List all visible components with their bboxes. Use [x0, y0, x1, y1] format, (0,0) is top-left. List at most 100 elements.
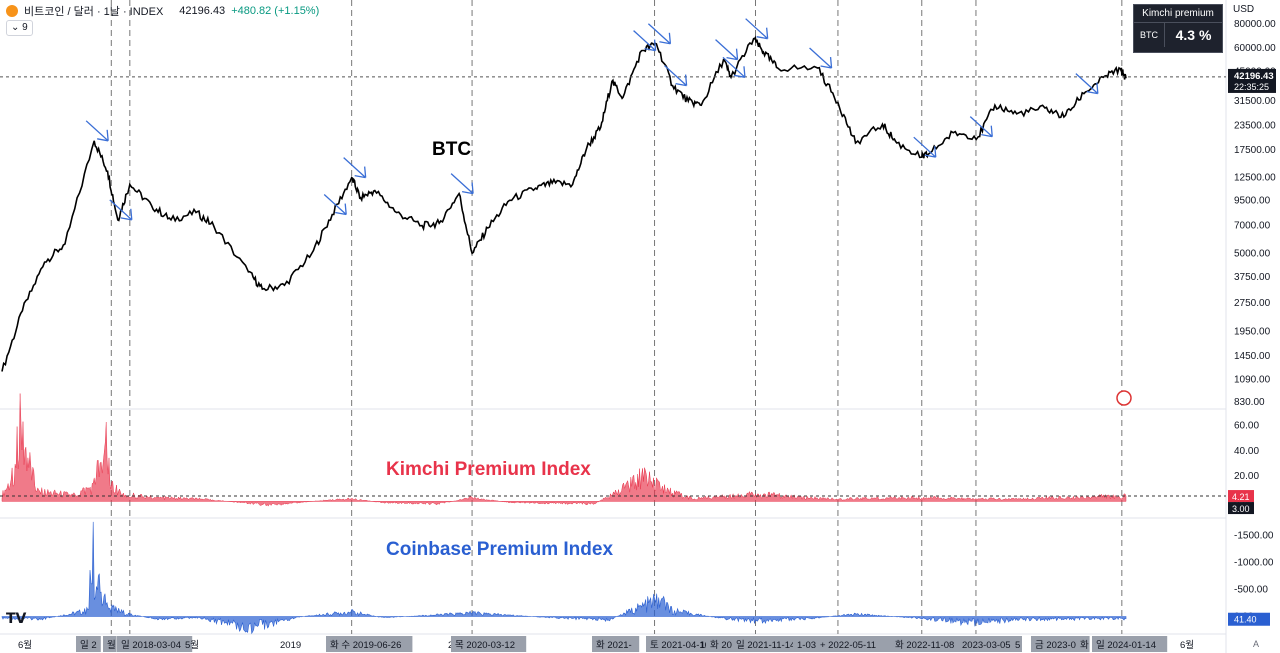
- price-tick-label: 2750.00: [1234, 298, 1271, 309]
- symbol-title: 비트코인 / 달러 · 1날 · INDEX: [24, 6, 164, 18]
- coinbase-current-tag: [1228, 612, 1270, 626]
- time-axis-label: 일 2024-01-14: [1096, 640, 1156, 651]
- us-flag-icon: [1116, 390, 1132, 406]
- time-label-highlight: [891, 636, 967, 652]
- time-label-highlight: [732, 636, 808, 652]
- kimchi-current-label: 4.21: [1232, 492, 1250, 502]
- indicator-count: 9: [22, 22, 28, 33]
- blue-arrow: [722, 56, 746, 78]
- last-price-tag: [1228, 68, 1276, 93]
- time-axis-label: 2023-03-05: [962, 640, 1011, 651]
- blue-arrow: [647, 23, 672, 45]
- time-axis-label: 6월: [1180, 639, 1194, 651]
- blue-arrow: [664, 65, 688, 87]
- time-label-highlight: [646, 636, 722, 652]
- price-tick-label: 9500.00: [1234, 195, 1271, 206]
- time-label-highlight: [1076, 636, 1090, 652]
- time-label-highlight: [793, 636, 824, 652]
- blue-arrow: [323, 194, 347, 216]
- time-label-highlight: [76, 636, 101, 652]
- price-tick-label: 3750.00: [1234, 272, 1271, 283]
- time-axis-label: 일 2018-03-04: [121, 640, 181, 651]
- indicators-toggle-button[interactable]: ⌄ 9: [6, 20, 33, 36]
- time-axis-label: 토 2021-04-10: [650, 640, 710, 651]
- auto-scale-button[interactable]: A: [1253, 639, 1260, 649]
- blue-arrow: [343, 157, 367, 179]
- symbol-header[interactable]: 비트코인 / 달러 · 1날 · INDEX 42196.43 +480.82 …: [6, 3, 319, 19]
- blue-arrow: [450, 173, 474, 195]
- price-tick-label: 1950.00: [1234, 326, 1271, 337]
- blue-arrow-stroke: [450, 173, 474, 195]
- blue-arrow: [109, 199, 133, 221]
- time-axis-label: 1-03: [797, 640, 816, 651]
- price-tick-label: 7000.00: [1234, 221, 1271, 232]
- kimchi-current-tag: [1228, 490, 1254, 503]
- kimchi-widget-title: Kimchi premium: [1134, 5, 1222, 23]
- price-tick-label: 5000.00: [1234, 248, 1271, 259]
- coinbase-title: Coinbase Premium Index: [386, 539, 613, 560]
- time-label-highlight: [1092, 636, 1168, 652]
- blue-arrow-stroke: [1075, 73, 1099, 95]
- price-tick-label: 31500.00: [1234, 96, 1276, 107]
- last-price-label: 42196.43: [1234, 71, 1274, 82]
- time-axis-label: 화: [1080, 640, 1089, 651]
- blue-arrow-stroke: [323, 194, 347, 216]
- kimchi-title: Kimchi Premium Index: [386, 459, 591, 480]
- blue-arrow: [809, 47, 833, 69]
- blue-arrow: [969, 116, 993, 138]
- time-label-highlight: [326, 636, 413, 652]
- kimchi-premium-widget: Kimchi premium BTC 4.3 %: [1133, 4, 1223, 53]
- blue-arrow: [715, 39, 739, 61]
- coinbase-tick-label: -500.00: [1234, 585, 1268, 596]
- blue-arrow-stroke: [722, 56, 746, 78]
- price-tick-label: 830.00: [1234, 397, 1265, 408]
- blue-arrow-stroke: [745, 18, 769, 40]
- price-tick-label: 80000.00: [1234, 19, 1276, 30]
- coinbase-tick-label: -1000.00: [1234, 558, 1274, 569]
- blue-arrow: [745, 18, 769, 40]
- blue-arrow-stroke: [913, 136, 937, 158]
- time-label-highlight: [706, 636, 737, 652]
- blue-arrow-stroke: [715, 39, 739, 61]
- blue-arrow: [85, 120, 109, 142]
- time-axis-label: 화 2022-11-08: [895, 640, 954, 651]
- price-change: +480.82 (+1.15%): [231, 5, 320, 17]
- time-label-highlight: [1031, 636, 1084, 652]
- time-axis-label: 일 2: [80, 640, 97, 651]
- time-label-highlight: [117, 636, 193, 652]
- coinbase-current-label: 41.40: [1234, 615, 1257, 625]
- kimchi-tick-label: 20.00: [1234, 471, 1259, 482]
- time-axis-label: 금 2023-0: [1035, 640, 1076, 651]
- price-tick-label: 1450.00: [1234, 351, 1271, 362]
- coinbase-tick-label: -1500.00: [1234, 531, 1274, 542]
- blue-arrow-stroke: [969, 116, 993, 138]
- tradingview-logo[interactable]: TV: [6, 611, 27, 627]
- btc-price-line: [1, 35, 1127, 372]
- blue-arrow-stroke: [343, 157, 367, 179]
- blue-arrow: [633, 30, 657, 52]
- time-axis-label: + 2022-05-11: [820, 640, 876, 651]
- blue-arrow: [1075, 73, 1099, 95]
- time-label-highlight: [451, 636, 527, 652]
- time-axis-label: 화 수 2019-06-26: [330, 640, 401, 651]
- blue-arrow-stroke: [664, 65, 688, 87]
- time-axis-label: 12: [700, 640, 711, 651]
- blue-arrow-stroke: [633, 30, 657, 52]
- kimchi-ref-label: 3.00: [1232, 504, 1250, 514]
- time-label-highlight: [592, 636, 640, 652]
- time-label-highlight: [103, 636, 117, 652]
- kimchi-ref-tag: [1228, 502, 1254, 515]
- time-axis-label: 월: [107, 639, 116, 651]
- price-tick-label: 60000.00: [1234, 43, 1276, 54]
- currency-label[interactable]: USD: [1233, 4, 1255, 15]
- blue-arrow-stroke: [809, 47, 833, 69]
- time-label-highlight: [958, 636, 1022, 652]
- bitcoin-icon: [6, 5, 18, 17]
- kimchi-widget-value: 4.3 %: [1175, 27, 1212, 43]
- btc-annotation: BTC: [432, 139, 471, 160]
- blue-arrow: [913, 136, 937, 158]
- price-tick-label: 12500.00: [1234, 173, 1276, 184]
- blue-arrow-stroke: [85, 120, 109, 142]
